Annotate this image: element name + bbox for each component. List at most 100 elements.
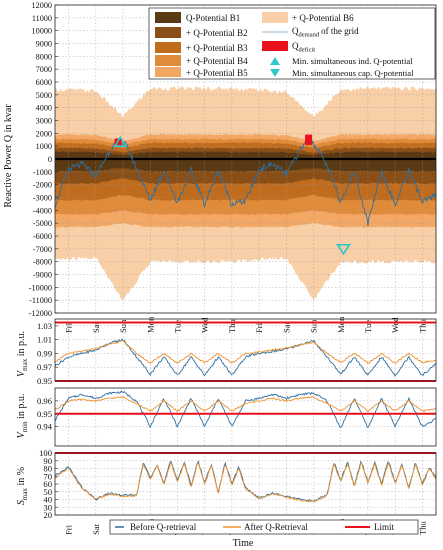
legend-swatch-b1 xyxy=(155,12,181,23)
vmax-ytick-label: 0.97 xyxy=(37,362,53,372)
reactive-ytick-label: -10000 xyxy=(29,283,52,292)
legend-label-b1: Q-Potential B1 xyxy=(186,13,240,23)
reactive-ytick-label: 5000 xyxy=(36,91,52,100)
reactive-xtick-label: Sun xyxy=(309,319,319,333)
reactive-ytick-label: 0 xyxy=(48,155,52,164)
reactive-ytick-label: 4000 xyxy=(36,104,52,113)
smax-ytick-label: 80 xyxy=(43,464,52,474)
smax-ytick-label: 90 xyxy=(43,456,52,466)
reactive-ytick-label: 7000 xyxy=(36,65,52,74)
reactive-ytick-label: 12000 xyxy=(32,1,52,10)
legend-label-cap: Min. simultaneous cap. Q-potential xyxy=(292,68,414,78)
reactive-xtick-label: Fri xyxy=(254,322,264,333)
vmin-panel: 0.94 0.95 0.96 xyxy=(37,387,437,447)
vmax-ytick-label: 0.95 xyxy=(37,376,52,386)
vmax-before-line xyxy=(54,338,437,378)
reactive-ytick-label: -4000 xyxy=(33,206,52,215)
reactive-ytick-label: 9000 xyxy=(36,40,52,49)
legend-swatch-b3 xyxy=(155,42,181,53)
reactive-xtick-label: Sun xyxy=(118,319,128,333)
reactive-ytick-label: -2000 xyxy=(33,181,52,190)
legend-swatch-b4 xyxy=(155,55,181,66)
reactive-ytick-label: -8000 xyxy=(33,258,52,267)
smax-ytick-label: 40 xyxy=(43,495,52,505)
legend-top: Q-Potential B1 + Q-Potential B2 + Q-Pote… xyxy=(148,7,436,80)
vmax-ytick-label: 1.01 xyxy=(37,335,52,345)
vmin-ytick-label: 0.96 xyxy=(37,396,53,406)
reactive-ytick-label: 1000 xyxy=(36,142,52,151)
legend-label-after: After Q-Retrieval xyxy=(244,522,308,532)
legend-label-b5: + Q-Potential B5 xyxy=(186,68,248,78)
vmax-after-line xyxy=(54,340,437,365)
smax-frame xyxy=(54,452,437,516)
y-axis-label-reactive-power: Reactive Power Q in kvar xyxy=(3,104,14,208)
vmax-ytick-label: 1.03 xyxy=(37,321,52,331)
y-axis-label-vmin: Vmin in p.u. xyxy=(16,394,29,439)
reactive-ytick-label: -12000 xyxy=(29,309,52,318)
legend-label-limit: Limit xyxy=(374,522,394,532)
legend-label-b6: + Q-Potential B6 xyxy=(292,13,354,23)
legend-label-ind: Min. simultaneous ind. Q-potential xyxy=(292,56,413,66)
reactive-xtick-label: Thu xyxy=(417,318,427,333)
smax-ytick-label: 60 xyxy=(43,479,52,489)
legend-swatch-b5 xyxy=(155,67,181,77)
vmax-frame xyxy=(54,318,437,382)
reactive-ytick-label: -11000 xyxy=(29,296,52,305)
reactive-ytick-label: 10000 xyxy=(32,27,52,36)
smax-ytick-label: 100 xyxy=(39,448,52,458)
reactive-xtick-label: Thu xyxy=(227,318,237,333)
vmax-panel: 0.95 0.97 0.99 1.01 1.03 xyxy=(37,318,437,386)
smax-xtick-label: Fri xyxy=(64,524,74,535)
vmin-ytick-label: 0.94 xyxy=(37,422,53,432)
smax-ytick-label: 70 xyxy=(43,471,52,481)
smax-ytick-label: 30 xyxy=(43,502,52,512)
reactive-ytick-label: 6000 xyxy=(36,78,52,87)
legend-swatch-deficit xyxy=(262,41,288,51)
legend-label-deficit: Qdeficit xyxy=(292,41,315,54)
reactive-ytick-label: -5000 xyxy=(33,219,52,228)
vmin-before-line xyxy=(54,390,437,429)
reactive-ytick-label: -3000 xyxy=(33,194,52,203)
legend-label-before: Before Q-retrieval xyxy=(130,522,197,532)
legend-swatch-b2 xyxy=(155,27,181,38)
vmax-ytick-label: 0.99 xyxy=(37,348,52,358)
legend-label-b3: + Q-Potential B3 xyxy=(186,43,248,53)
legend-label-b4: + Q-Potential B4 xyxy=(186,56,248,66)
smax-xtick-label: Thu xyxy=(417,520,427,535)
vmin-ytick-label: 0.95 xyxy=(37,409,52,419)
vmin-after-line xyxy=(54,395,437,413)
legend-bottom: Before Q-retrieval After Q-Retrieval Lim… xyxy=(109,519,419,535)
reactive-power-panel: 1200011000100009000800070006000500040003… xyxy=(29,1,437,333)
reactive-ytick-label: 3000 xyxy=(36,117,52,126)
reactive-xtick-label: Wed xyxy=(200,317,210,333)
legend-swatch-b6 xyxy=(262,12,288,23)
reactive-ytick-label: 8000 xyxy=(36,52,52,61)
smax-ytick-label: 50 xyxy=(43,487,52,497)
smax-xtick-label: Sat xyxy=(91,523,101,535)
legend-marker-ind xyxy=(270,57,280,65)
reactive-xtick-label: Mon xyxy=(145,316,155,333)
legend-label-b2: + Q-Potential B2 xyxy=(186,28,248,38)
reactive-xtick-label: Fri xyxy=(64,322,74,333)
smax-before-line xyxy=(54,460,437,503)
reactive-ytick-label: 2000 xyxy=(36,129,52,138)
reactive-ytick-label: -9000 xyxy=(33,271,52,280)
y-axis-label-vmax: Vmax in p.u. xyxy=(16,331,29,377)
marker-min-ind xyxy=(113,135,128,148)
reactive-xtick-label: Mon xyxy=(336,316,346,333)
smax-ytick-label: 20 xyxy=(43,510,52,520)
reactive-ytick-label: -1000 xyxy=(33,168,52,177)
reactive-frame xyxy=(54,4,437,314)
reactive-ytick-label: -6000 xyxy=(33,232,52,241)
reactive-xtick-label: Wed xyxy=(390,317,400,333)
legend-marker-cap xyxy=(270,69,280,77)
vmin-frame xyxy=(54,387,437,447)
marker-min-cap xyxy=(335,244,351,256)
reactive-ytick-label: 11000 xyxy=(32,14,52,23)
legend-label-demand: Qdemand of the grid xyxy=(292,26,359,39)
x-axis-label-time: Time xyxy=(233,538,254,549)
deficit-bar xyxy=(305,134,313,145)
y-axis-label-smax: Smax in % xyxy=(16,467,29,505)
smax-after-line xyxy=(54,462,437,503)
